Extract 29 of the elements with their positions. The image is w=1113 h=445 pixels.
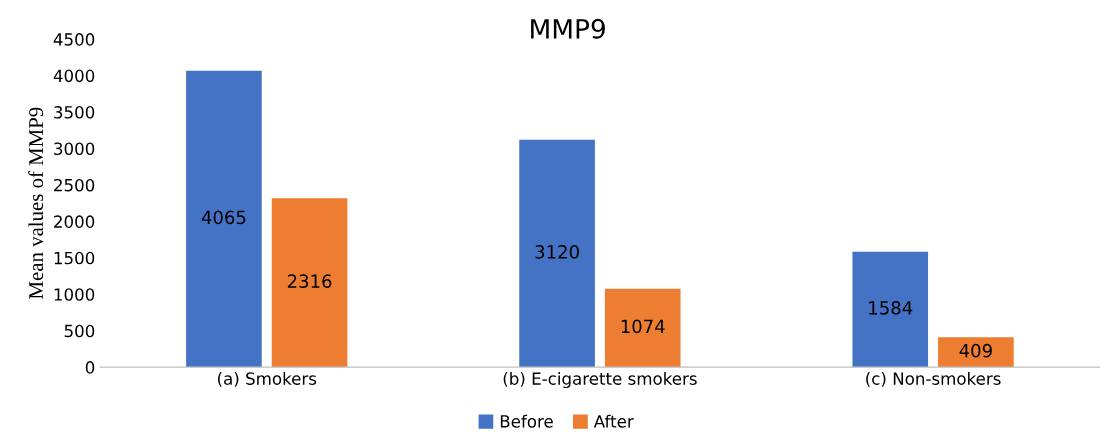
y-tick-label: 500: [64, 324, 95, 338]
y-tick-label: 1000: [54, 288, 95, 301]
y-tick-label: 1500: [54, 251, 95, 265]
data-label: 409: [959, 343, 992, 358]
y-axis-title: Mean values of MMP9: [28, 107, 44, 299]
y-tick-label: 3000: [54, 142, 95, 156]
chart-title: MMP9: [531, 18, 605, 39]
bar: [938, 337, 1014, 368]
x-tick-label: (b) E-cigarette smokers: [503, 371, 697, 389]
data-label: 4065: [201, 210, 246, 225]
y-tick-label: 2000: [54, 215, 95, 228]
bar: [519, 139, 595, 368]
y-tick-label: 3500: [54, 106, 95, 119]
x-tick-label: (a) Smokers: [218, 371, 317, 387]
legend-label: Before: [500, 414, 553, 428]
data-label: 3120: [535, 245, 579, 259]
data-label: 1074: [621, 319, 665, 334]
data-label: 2316: [287, 274, 332, 288]
x-tick-label: (c) Non-smokers: [866, 371, 1001, 387]
bar: [852, 251, 929, 368]
legend-label: After: [593, 414, 634, 428]
y-tick-label: 4000: [53, 69, 95, 83]
data-label: 1584: [869, 300, 913, 315]
bar: [271, 198, 348, 368]
y-tick-label: 0: [85, 361, 95, 374]
bar: [186, 70, 262, 368]
y-tick-label: 2500: [54, 178, 95, 192]
y-tick-label: 4500: [53, 33, 95, 46]
bar: [604, 288, 681, 368]
